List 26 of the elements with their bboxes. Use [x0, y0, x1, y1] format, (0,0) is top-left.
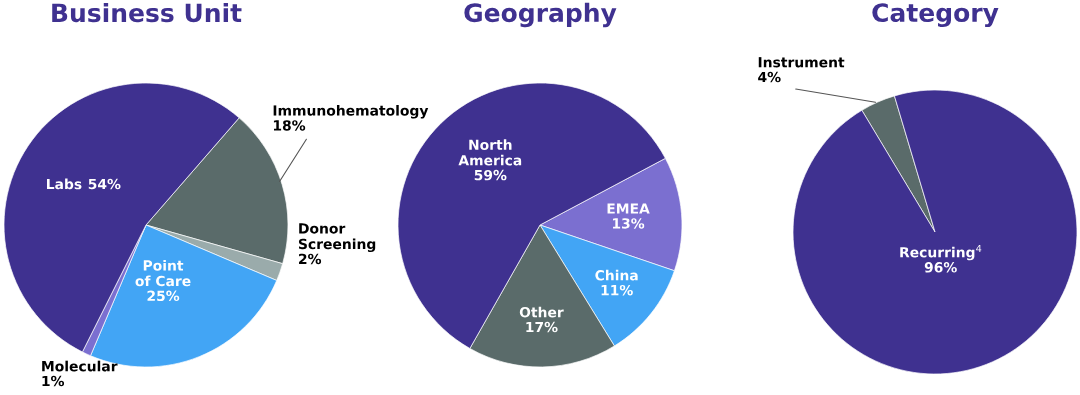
data-label: 17% [526, 321, 558, 333]
chart-title: Geography [464, 2, 617, 28]
slice-label: EMEA [607, 203, 650, 214]
data-label: 2% [299, 253, 322, 265]
data-label: 4% [758, 71, 781, 83]
pie-slice [792, 89, 1078, 375]
slice-label: Recurring$^{4}$ [900, 244, 982, 261]
data-label: 18% [273, 120, 306, 131]
data-label: 13% [612, 218, 645, 229]
data-label: 25% [147, 290, 180, 302]
data-label: 1% [42, 375, 65, 387]
chart-title: Business Unit [52, 2, 242, 23]
slice-label: North America [458, 139, 522, 166]
slice-label: Other [519, 306, 564, 318]
slice-label: Instrument [758, 57, 845, 68]
slice-label: Immunohematology [273, 104, 429, 119]
data-label: 54% [88, 178, 121, 190]
slice-label: Molecular [42, 360, 118, 372]
slice-label: Donor Screening [298, 223, 376, 253]
data-label: 96% [924, 262, 957, 273]
data-label: 11% [601, 284, 633, 296]
slice-label: Point of Care [135, 259, 191, 287]
slice-label: China [595, 269, 638, 281]
data-label: 59% [474, 169, 507, 181]
chart-title: Category [872, 3, 999, 28]
slice-label: Labs [47, 178, 82, 190]
